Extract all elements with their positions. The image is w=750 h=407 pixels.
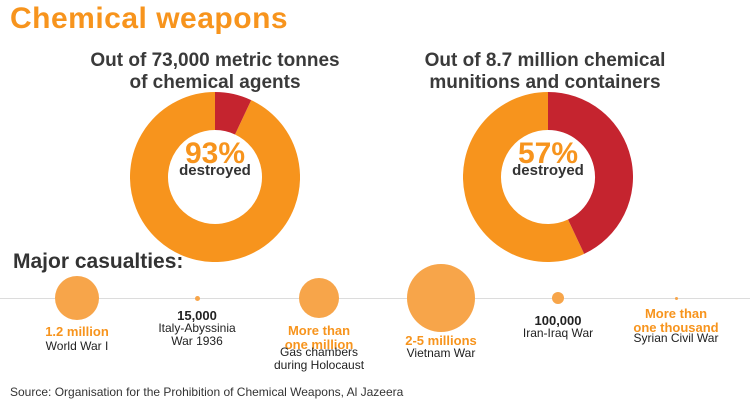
chart2-subtitle-line1: Out of 8.7 million chemical [424,50,666,71]
chart2-subtitle-line2: munitions and containers [429,72,661,93]
casualty-number: More than one million [284,323,354,352]
chart1-donut [130,92,300,262]
casualty-bubble [407,264,475,332]
casualty-bubble [552,292,564,304]
casualty-bubble [194,295,200,301]
casualty-number: 100,000 [534,313,582,328]
casualty-bubble [299,278,339,318]
chart2-subtitle: Out of 8.7 million chemical munitions an… [380,50,710,94]
casualties-title: Major casualties: [13,250,184,273]
casualty-number: 2-5 millions [405,333,477,348]
casualty-label: Iran-Iraq War [522,326,594,340]
chart1-subtitle-line1: Out of 73,000 metric tonnes [90,50,340,71]
casualty-number: 15,000 [177,308,217,323]
source-note: Source: Organisation for the Prohibition… [10,385,404,399]
chart2-donut [463,92,633,262]
casualty-label: Vietnam War [406,346,476,360]
chart1-slice-remaining [214,92,252,135]
chart1-slice-destroyed [130,92,300,262]
casualty-label: Syrian Civil War [633,331,719,345]
casualty-label: World War I [45,339,109,353]
chart2-slice-remaining [547,92,633,254]
chart1-subtitle-line2: of chemical agents [129,72,301,93]
casualty-label: Gas chambers during Holocaust [273,345,365,372]
casualty-number: More than one thousand [633,306,719,335]
infographic-title: Chemical weapons [10,2,289,35]
chart2-slice-destroyed [463,92,585,262]
casualty-label: Italy-Abyssinia War 1936 [158,321,236,348]
chart1-subtitle: Out of 73,000 metric tonnes of chemical … [50,50,380,94]
chart1-center-value: 93% [184,137,246,170]
chart2-center-label: destroyed [512,162,584,179]
chart1-center-label: destroyed [179,162,251,179]
timeline-axis [0,298,750,299]
chart2-center-value: 57% [517,137,579,170]
casualty-bubble [55,276,99,320]
casualty-bubble [674,296,678,300]
casualty-number: 1.2 million [45,324,109,339]
